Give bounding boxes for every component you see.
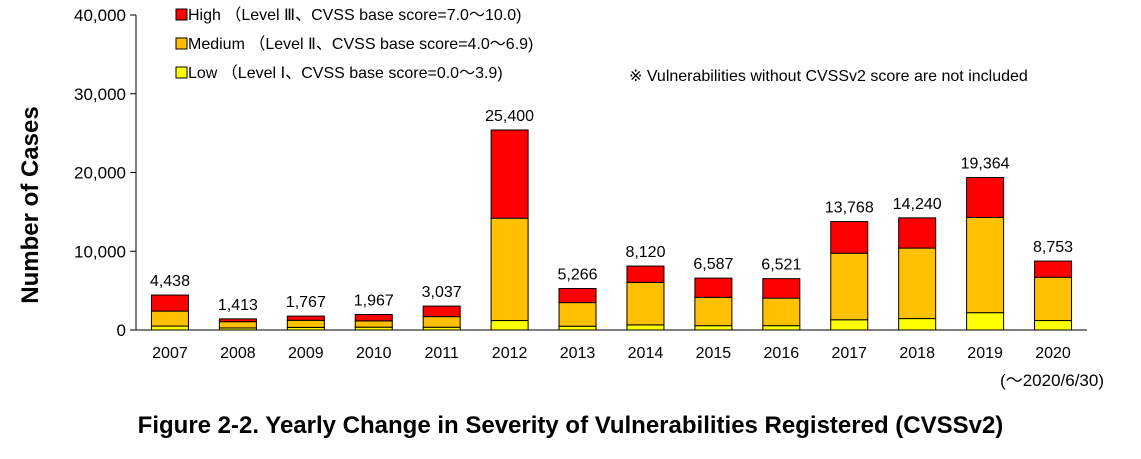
bar-segment-medium [150, 310, 189, 327]
bar-segment-high [150, 294, 189, 312]
x-tick-label: 2012 [492, 345, 528, 362]
y-tick-label: 40,000 [74, 6, 126, 25]
total-data-label: 14,240 [893, 196, 942, 213]
bar-segment-high [762, 278, 801, 299]
total-data-label: 25,400 [485, 108, 534, 125]
bar-segment-high [1034, 260, 1073, 278]
legend-swatch [175, 37, 188, 50]
bar-segment-medium [558, 302, 597, 327]
chart-note: ※ Vulnerabilities without CVSSv2 score a… [629, 68, 1028, 85]
bar-segment-medium [286, 319, 325, 328]
x-tick-label: 2007 [152, 345, 188, 362]
bar-segment-medium [490, 217, 529, 322]
y-tick-label: 20,000 [74, 164, 126, 183]
bar-segment-high [558, 288, 597, 304]
bar-segment-medium [830, 252, 869, 321]
x-tick-label: 2011 [424, 345, 459, 362]
bar-segment-medium [762, 297, 801, 327]
bar-segment-medium [898, 247, 937, 320]
figure-caption: Figure 2-2. Yearly Change in Severity of… [137, 412, 1004, 439]
total-data-label: 5,266 [558, 267, 598, 284]
y-tick-label: 10,000 [74, 242, 126, 261]
bar-segment-medium [966, 216, 1005, 314]
x-axis: 2007 2008 2009 2010 2011 2012 2013 2014 2015 2016… [136, 329, 1087, 362]
bar-segment-high [354, 314, 393, 322]
legend-label: Low （Level Ⅰ、CVSS base score=0.0～3.9) [188, 64, 503, 82]
bar-segment-high [422, 305, 461, 318]
total-data-label: 13,768 [825, 200, 874, 217]
total-data-label: 8,753 [1033, 239, 1073, 256]
x-tick-label: 2009 [288, 345, 324, 362]
y-tick-label: 0 [117, 321, 126, 340]
y-axis-label: Number of Cases [17, 106, 44, 303]
y-tick-label: 30,000 [74, 85, 126, 104]
bar-segment-low [694, 325, 733, 331]
x-tick-label: 2015 [696, 345, 732, 362]
total-data-label: 1,767 [286, 294, 326, 311]
bar-segment-high [626, 265, 665, 283]
bar-segment-medium [626, 281, 665, 326]
y-axis: 0 10,000 20,000 30,000 40,000 [74, 6, 137, 340]
total-data-label: 1,967 [354, 293, 394, 310]
bar-segment-low [558, 325, 597, 331]
bars: 4,438 1,413 1,767 1,967 3,037 25,400 5,266 8,12… [150, 108, 1073, 331]
stacked-bar-chart: 0 10,000 20,000 30,000 40,000 4,438 1,413 1,76… [17, 6, 1104, 390]
bar-segment-low [1034, 320, 1073, 331]
bar-segment-low [830, 319, 869, 331]
total-data-label: 19,364 [961, 156, 1010, 173]
bar-segment-low [150, 325, 189, 331]
legend-label: Medium （Level Ⅱ、CVSS base score=4.0～6.9) [188, 35, 533, 53]
bar-segment-high [490, 129, 529, 219]
bar-segment-medium [422, 316, 461, 328]
x-tick-label: 2008 [220, 345, 256, 362]
bar-segment-medium [354, 320, 393, 328]
bar-segment-high [286, 315, 325, 321]
x-tick-label: 2020 [1035, 345, 1071, 362]
bar-segment-low [966, 312, 1005, 331]
bar-segment-high [218, 318, 257, 323]
bar-segment-low [898, 318, 937, 331]
bar-segment-medium [1034, 276, 1073, 322]
x-tick-label: 2016 [764, 345, 800, 362]
total-data-label: 1,413 [218, 297, 258, 314]
bar-segment-medium [694, 296, 733, 327]
total-data-label: 8,120 [625, 244, 665, 261]
category-note: (～2020/6/30) [1000, 371, 1104, 390]
bar-segment-medium [218, 321, 257, 329]
bar-segment-high [694, 277, 733, 298]
bar-segment-low [762, 325, 801, 331]
x-tick-label: 2013 [560, 345, 596, 362]
bar-segment-high [966, 177, 1005, 218]
total-data-label: 4,438 [150, 273, 190, 290]
x-tick-label: 2014 [628, 345, 664, 362]
legend-label: High （Level Ⅲ、CVSS base score=7.0～10.0) [188, 6, 521, 24]
x-tick-label: 2017 [831, 345, 867, 362]
legend-swatch [175, 8, 188, 21]
legend: High （Level Ⅲ、CVSS base score=7.0～10.0) M… [175, 6, 533, 82]
bar-segment-low [490, 320, 529, 331]
bar-segment-low [626, 324, 665, 331]
x-tick-label: 2010 [356, 345, 392, 362]
x-tick-label: 2019 [967, 345, 1003, 362]
total-data-label: 6,587 [693, 256, 733, 273]
x-tick-label: 2018 [899, 345, 935, 362]
legend-swatch [175, 66, 188, 79]
total-data-label: 6,521 [761, 257, 801, 274]
bar-segment-high [898, 217, 937, 249]
total-data-label: 3,037 [422, 284, 462, 301]
bar-segment-high [830, 221, 869, 254]
